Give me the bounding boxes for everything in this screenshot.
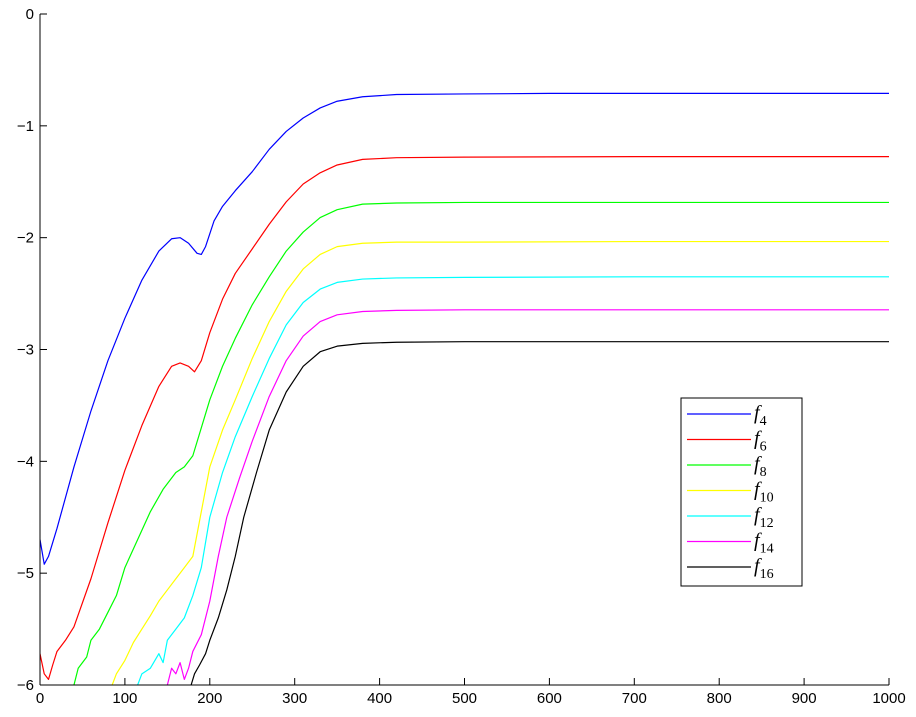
x-tick-label: 1000	[872, 690, 905, 707]
x-tick-label: 200	[197, 690, 222, 707]
legend-label: f6	[754, 428, 767, 455]
x-tick-label: 700	[622, 690, 647, 707]
x-tick-label: 300	[282, 690, 307, 707]
x-tick-label: 800	[707, 690, 732, 707]
series-line-f8	[73, 201, 889, 685]
series-line-f10	[111, 240, 889, 685]
legend-box	[680, 397, 803, 587]
legend-label: f12	[754, 504, 774, 531]
series-line-f14	[166, 309, 889, 685]
legend-label: f8	[754, 453, 767, 480]
x-tick-label: 600	[537, 690, 562, 707]
series-line-f12	[137, 276, 889, 685]
y-tick-label: −3	[17, 342, 34, 359]
x-tick-label: 900	[792, 690, 817, 707]
legend-label: f16	[754, 555, 774, 582]
legend-label: f14	[754, 530, 774, 557]
legend-label: f10	[754, 479, 774, 506]
y-tick-label: 0	[26, 6, 34, 23]
series-layer	[40, 92, 889, 685]
series-line-f6	[40, 155, 889, 681]
series-line-f4	[40, 92, 889, 565]
y-tick-label: −4	[17, 453, 34, 470]
y-tick-label: −6	[17, 677, 34, 694]
series-line-f16	[190, 341, 889, 685]
y-tick-label: −2	[17, 230, 34, 247]
axes-layer: 0 100 200 300 400 500 600 700 800 900 1000 −6 −5 −4 −3…	[17, 6, 906, 707]
x-tick-label: 400	[367, 690, 392, 707]
x-tick-label: 500	[452, 690, 477, 707]
y-tick-label: −1	[17, 118, 34, 135]
y-tick-label: −5	[17, 565, 34, 582]
x-tick-label: 100	[112, 690, 137, 707]
legend-label: f4	[754, 402, 767, 429]
x-tick-label: 0	[36, 690, 44, 707]
